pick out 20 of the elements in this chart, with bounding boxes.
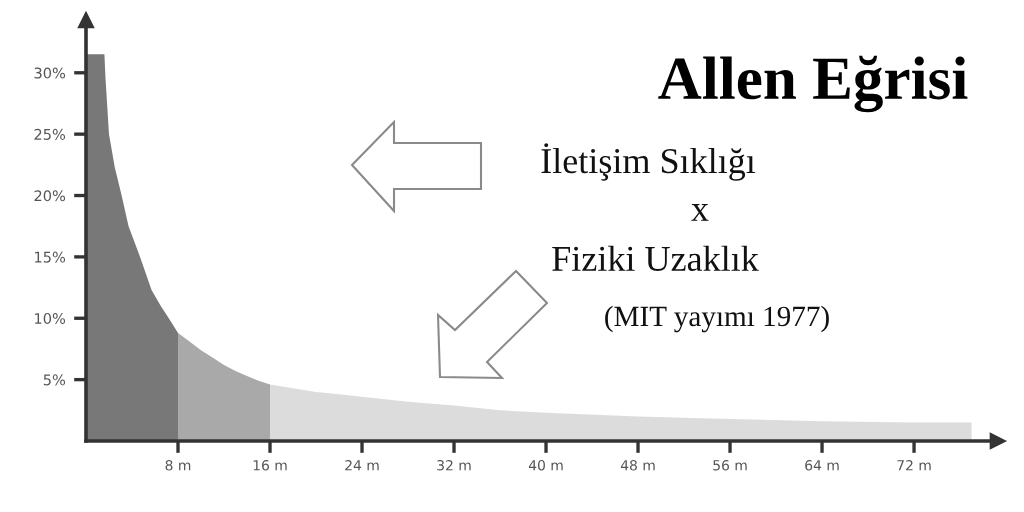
- y-tick-label: 25%: [34, 128, 66, 140]
- x-tick-label: 40 m: [528, 460, 563, 471]
- annotation: (MIT yayımı 1977): [605, 305, 829, 333]
- x-tick-label: 72 m: [897, 460, 931, 471]
- y-tick-label: 5%: [43, 374, 66, 386]
- y-tick-label: 15%: [35, 251, 66, 263]
- y-tick-label: 10%: [35, 312, 66, 325]
- annotation: x: [691, 204, 709, 221]
- y-tick-label: 20%: [34, 190, 66, 202]
- x-tick-label: 48 m: [620, 460, 655, 471]
- x-tick-label: 64 m: [805, 460, 839, 471]
- x-tick-label: 16 m: [253, 460, 287, 471]
- text: Allen Eğrisi: [658, 55, 968, 113]
- x-tick-label: 56 m: [713, 460, 747, 471]
- annotation: İletişim Sıklığı: [541, 143, 756, 181]
- annotation: Fiziki Uzaklık: [552, 245, 759, 272]
- x-tick-label: 24 m: [345, 460, 379, 471]
- y-tick-label: 30%: [34, 67, 66, 79]
- x-tick-label: 8 m: [165, 460, 191, 471]
- x-tick-label: 32 m: [437, 460, 471, 471]
